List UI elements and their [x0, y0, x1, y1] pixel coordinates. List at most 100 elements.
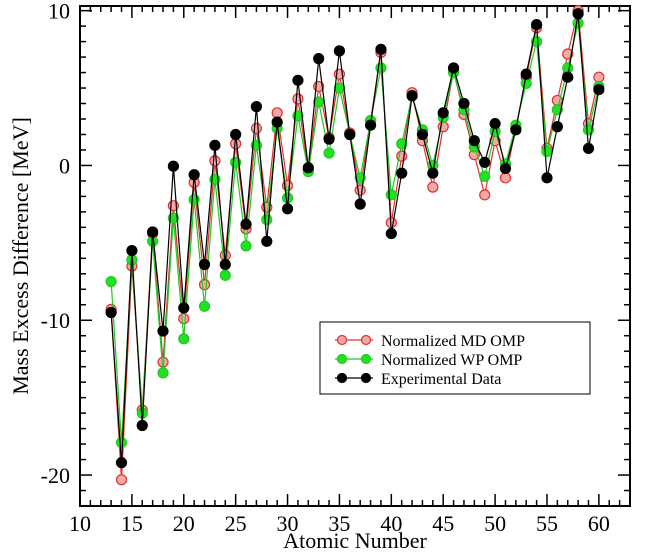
data-point-exp — [583, 143, 593, 153]
data-point-md — [293, 94, 303, 104]
x-tick-label: 60 — [588, 511, 610, 536]
data-point-exp — [117, 458, 127, 468]
data-point-exp — [345, 129, 355, 139]
data-point-md — [210, 156, 220, 166]
data-point-exp — [490, 119, 500, 129]
data-point-exp — [552, 122, 562, 132]
data-point-exp — [449, 63, 459, 73]
data-point-exp — [459, 99, 469, 109]
data-point-exp — [262, 236, 272, 246]
data-point-exp — [158, 326, 168, 336]
data-point-exp — [106, 308, 116, 318]
data-point-wp — [200, 301, 210, 311]
data-point-md — [480, 190, 490, 200]
y-axis-title: Mass Excess Difference [MeV] — [8, 117, 33, 395]
data-point-md — [594, 72, 604, 82]
legend-marker-exp — [338, 374, 347, 383]
data-point-wp — [521, 78, 531, 88]
data-point-exp — [324, 134, 334, 144]
data-point-wp — [158, 368, 168, 378]
legend-marker-wp — [338, 355, 347, 364]
data-point-exp — [417, 129, 427, 139]
data-point-wp — [563, 63, 573, 73]
legend-label-exp: Experimental Data — [381, 371, 501, 388]
data-point-exp — [355, 199, 365, 209]
x-tick-label: 45 — [432, 511, 454, 536]
data-point-wp — [480, 171, 490, 181]
data-point-exp — [542, 173, 552, 183]
legend-marker-md — [362, 336, 371, 345]
data-point-wp — [220, 270, 230, 280]
data-point-exp — [480, 157, 490, 167]
legend: Normalized MD OMP Normalized WP OMP Expe… — [320, 322, 590, 394]
data-point-exp — [521, 69, 531, 79]
data-point-exp — [407, 91, 417, 101]
data-point-exp — [272, 117, 282, 127]
legend-marker-md — [338, 336, 347, 345]
data-point-md — [117, 475, 127, 485]
data-point-exp — [127, 246, 137, 256]
y-tick-label: -20 — [41, 463, 70, 488]
data-point-exp — [241, 219, 251, 229]
data-point-wp — [117, 438, 127, 448]
data-point-exp — [573, 9, 583, 19]
data-point-exp — [563, 72, 573, 82]
data-point-exp — [189, 170, 199, 180]
legend-marker-wp — [362, 355, 371, 364]
data-point-exp — [366, 120, 376, 130]
data-point-md — [500, 173, 510, 183]
data-point-exp — [210, 140, 220, 150]
series-layer — [106, 6, 604, 485]
data-point-exp — [594, 85, 604, 95]
data-point-md — [179, 314, 189, 324]
data-point-md — [428, 182, 438, 192]
data-point-exp — [438, 108, 448, 118]
data-point-md — [200, 280, 210, 290]
y-tick-labels: -20 -10 0 10 — [41, 0, 70, 488]
data-point-md — [251, 123, 261, 133]
x-axis-title: Atomic Number — [283, 528, 427, 553]
plot-frame — [80, 6, 630, 506]
data-point-exp — [532, 20, 542, 30]
data-point-wp — [542, 147, 552, 157]
data-point-exp — [137, 421, 147, 431]
legend-label-md: Normalized MD OMP — [381, 333, 525, 350]
data-point-exp — [148, 227, 158, 237]
y-tick-label: -10 — [41, 308, 70, 333]
data-point-exp — [251, 102, 261, 112]
data-point-wp — [106, 277, 116, 287]
x-tick-label: 50 — [484, 511, 506, 536]
data-point-exp — [168, 161, 178, 171]
data-point-exp — [314, 54, 324, 64]
legend-label-wp: Normalized WP OMP — [381, 352, 522, 369]
data-point-md — [355, 185, 365, 195]
data-point-exp — [283, 204, 293, 214]
x-tick-label: 25 — [225, 511, 247, 536]
axis-ticks — [80, 6, 630, 506]
data-point-exp — [428, 168, 438, 178]
x-tick-label: 55 — [536, 511, 558, 536]
data-point-exp — [200, 260, 210, 270]
x-tick-label: 15 — [121, 511, 143, 536]
data-point-exp — [376, 44, 386, 54]
data-point-wp — [179, 334, 189, 344]
y-tick-label: 10 — [48, 0, 70, 24]
data-point-wp — [324, 148, 334, 158]
data-point-exp — [511, 125, 521, 135]
data-point-wp — [262, 215, 272, 225]
data-point-wp — [241, 241, 251, 251]
data-point-exp — [179, 303, 189, 313]
series-exp — [106, 9, 604, 468]
x-tick-label: 10 — [69, 511, 91, 536]
y-tick-label: 0 — [59, 153, 70, 178]
data-point-exp — [231, 129, 241, 139]
legend-marker-exp — [362, 374, 371, 383]
data-point-exp — [469, 136, 479, 146]
data-point-md — [272, 108, 282, 118]
data-point-wp — [386, 190, 396, 200]
data-point-exp — [220, 260, 230, 270]
data-point-exp — [303, 163, 313, 173]
data-point-exp — [334, 46, 344, 56]
x-tick-label: 20 — [173, 511, 195, 536]
